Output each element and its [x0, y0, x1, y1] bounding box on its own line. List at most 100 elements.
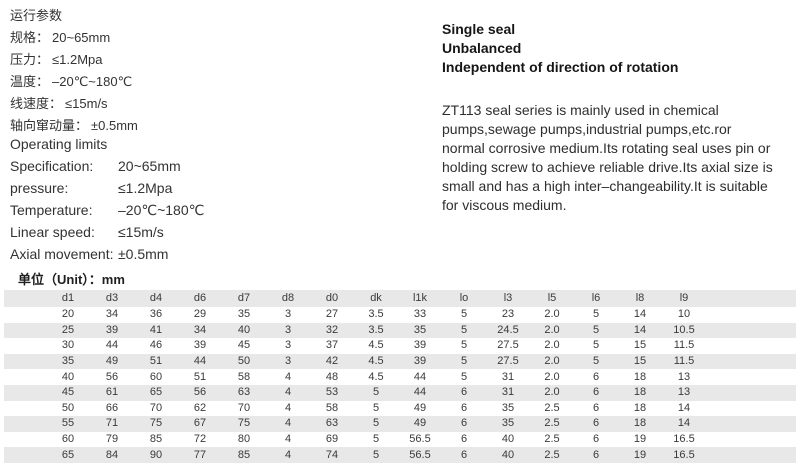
table-row: 20 34 36 29 35 3 27 3.5 33 5 23 2.0 5 14 10	[4, 307, 796, 323]
cn-param-line: 线速度： ≤15m/s	[10, 93, 138, 115]
table-cell: 4	[284, 401, 292, 414]
table-cell: 85	[149, 433, 163, 446]
param-value: –20℃~180℃	[52, 74, 133, 89]
table-cell: 6	[592, 433, 600, 446]
column-header: l3	[503, 292, 513, 304]
table-cell: 5	[460, 355, 468, 368]
table-cell: 34	[193, 323, 207, 336]
cn-param-line: 规格： 20~65mm	[10, 27, 138, 49]
table-cell: 11.5	[673, 339, 695, 352]
table-cell: 5	[460, 308, 468, 321]
table-cell: 80	[237, 433, 251, 446]
limit-line: Linear speed: ≤15m/s	[10, 221, 204, 243]
limit-value: ≤15m/s	[118, 224, 164, 240]
row-lead-cell	[4, 416, 46, 432]
table-cell: 3.5	[368, 323, 384, 336]
row-lead-cell	[4, 338, 46, 354]
table-cell: 6	[592, 386, 600, 399]
table-cell: 62	[193, 401, 207, 414]
table-row: 40 56 60 51 58 4 48 4.5 44 5 31 2.0 6 18 13	[4, 369, 796, 385]
table-cell: 63	[237, 386, 251, 399]
table-cell: 10	[677, 308, 691, 321]
header-fill-cell	[706, 290, 796, 307]
table-cell: 5	[372, 433, 380, 446]
operating-limits-block: Operating limits Specification: 20~65mm pr…	[10, 133, 204, 265]
header-lead-cell	[4, 290, 46, 307]
table-cell: 27.5	[497, 355, 519, 368]
table-cell: 5	[460, 339, 468, 352]
table-body: 20 34 36 29 35 3 27 3.5 33 5 23 2.0 5 14 10 25 39 41 34 40 3…	[4, 307, 796, 463]
param-value: ±0.5mm	[91, 118, 138, 133]
table-cell: 35	[501, 417, 515, 430]
table-cell: 27	[325, 308, 339, 321]
table-cell: 3	[284, 339, 292, 352]
table-cell: 18	[633, 370, 647, 383]
table-cell: 2.0	[544, 308, 560, 321]
table-cell: 58	[325, 401, 339, 414]
limit-label: Axial movement:	[10, 246, 114, 262]
table-cell: 65	[61, 448, 75, 461]
table-cell: 39	[413, 355, 427, 368]
table-cell: 35	[237, 308, 251, 321]
table-cell: 42	[325, 355, 339, 368]
table-cell: 5	[372, 386, 380, 399]
table-cell: 41	[149, 323, 163, 336]
table-cell: 39	[413, 339, 427, 352]
param-value: ≤1.2Mpa	[52, 52, 103, 67]
column-header: d8	[281, 292, 295, 304]
table-cell: 6	[592, 448, 600, 461]
table-cell: 4	[284, 433, 292, 446]
row-fill-cell	[706, 307, 796, 323]
table-cell: 31	[501, 370, 515, 383]
limit-value: ±0.5mm	[118, 246, 169, 262]
row-lead-cell	[4, 369, 46, 385]
row-fill-cell	[706, 447, 796, 463]
description-line: small and has a high inter–changeability…	[442, 178, 768, 194]
table-cell: 10.5	[673, 323, 695, 336]
row-fill-cell	[706, 432, 796, 448]
table-row: 60 79 85 72 80 4 69 5 56.5 6 40 2.5 6 19 16.5	[4, 432, 796, 448]
table-cell: 18	[633, 386, 647, 399]
table-cell: 11.5	[673, 355, 695, 368]
table-cell: 15	[633, 339, 647, 352]
description-line: ZT113 seal series is mainly used in chem…	[442, 102, 719, 118]
table-cell: 50	[61, 401, 75, 414]
row-lead-cell	[4, 323, 46, 339]
table-cell: 49	[413, 417, 427, 430]
table-cell: 3	[284, 308, 292, 321]
cn-param-line: 温度： –20℃~180℃	[10, 71, 138, 93]
table-cell: 18	[633, 417, 647, 430]
limit-value: ≤1.2Mpa	[118, 180, 173, 196]
column-header: l6	[591, 292, 601, 304]
row-lead-cell	[4, 385, 46, 401]
feature-list: Single seal Unbalanced Independent of dire…	[442, 20, 794, 77]
table-cell: 6	[460, 433, 468, 446]
table-cell: 14	[677, 417, 691, 430]
column-header: l1k	[412, 292, 428, 304]
table-row: 45 61 65 56 63 4 53 5 44 6 31 2.0 6 18 13	[4, 384, 796, 401]
limit-line: Temperature: –20℃~180℃	[10, 199, 204, 221]
table-header-row: d1 d3 d4 d6 d7 d8 d0 dk l1k lo l3 l5 l6 l8 l9	[4, 290, 796, 307]
table-cell: 90	[149, 448, 163, 461]
table-cell: 40	[237, 323, 251, 336]
table-cell: 84	[105, 448, 119, 461]
table-cell: 19	[633, 448, 647, 461]
description-line: holding screw to achieve reliable drive.…	[442, 159, 773, 175]
column-header: dk	[370, 292, 382, 304]
table-cell: 36	[149, 308, 163, 321]
table-cell: 2.0	[544, 339, 560, 352]
table-cell: 2.5	[544, 417, 560, 430]
row-fill-cell	[706, 401, 796, 417]
column-header: l5	[547, 292, 557, 304]
description-line: for viscous medium.	[442, 197, 567, 213]
table-cell: 5	[592, 355, 600, 368]
table-cell: 2.0	[544, 323, 560, 336]
table-row: 30 44 46 39 45 3 37 4.5 39 5 27.5 2.0 5 15 11.5	[4, 338, 796, 354]
table-cell: 29	[193, 308, 207, 321]
table-cell: 35	[61, 355, 75, 368]
table-cell: 3	[284, 355, 292, 368]
table-row: 35 49 51 44 50 3 42 4.5 39 5 27.5 2.0 5 15 11.5	[4, 353, 796, 370]
table-cell: 61	[105, 386, 119, 399]
table-cell: 35	[413, 323, 427, 336]
table-cell: 50	[237, 355, 251, 368]
